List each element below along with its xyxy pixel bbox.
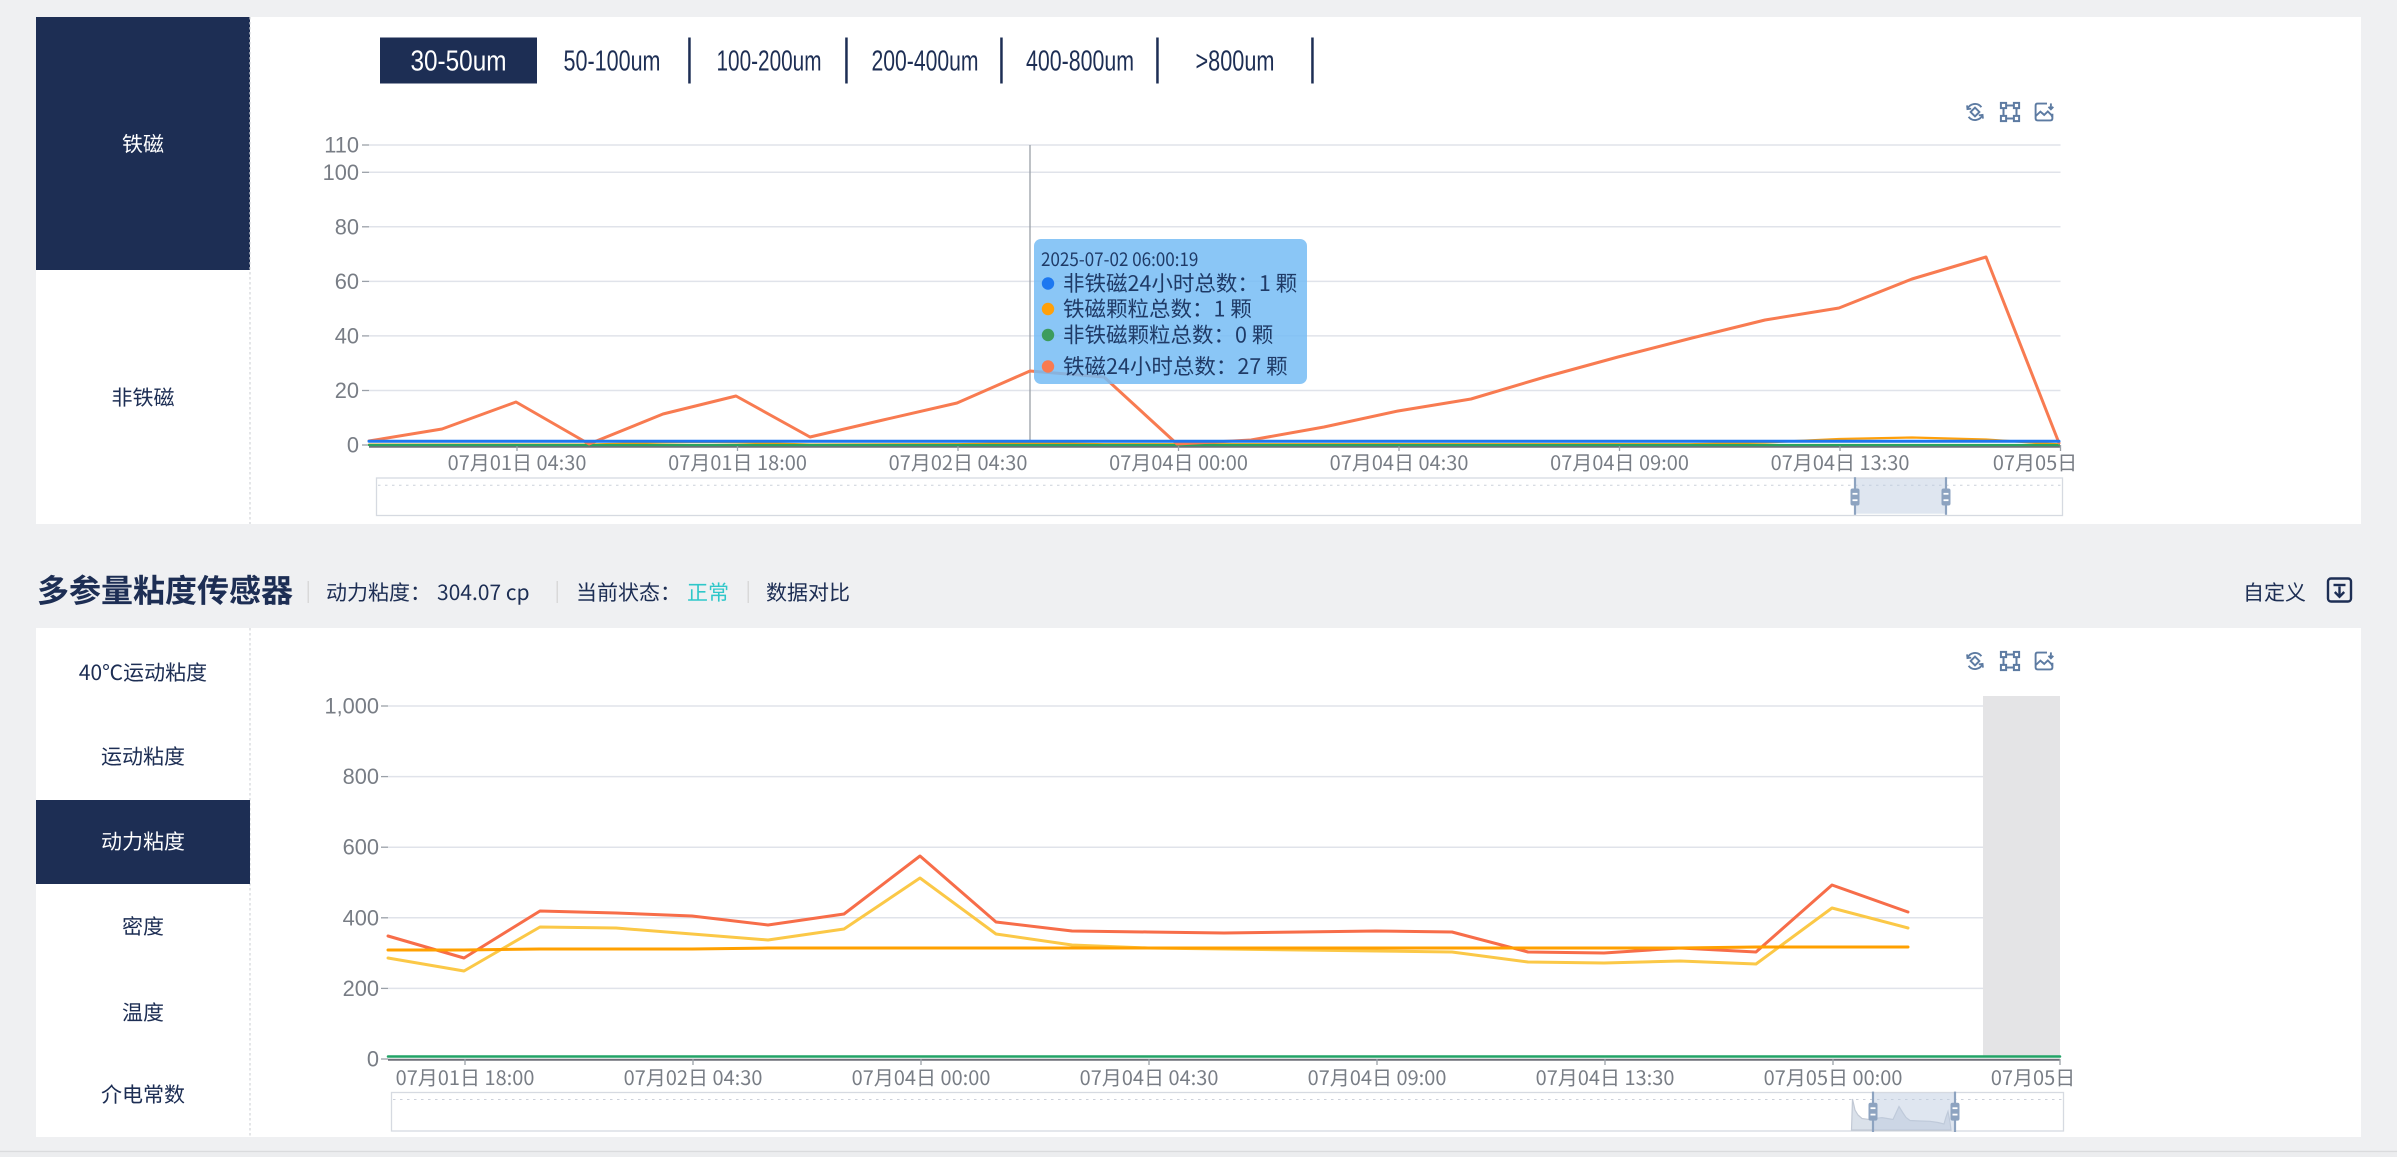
svg-text:>800um: >800um <box>1196 46 1275 78</box>
svg-text:200: 200 <box>343 976 379 1001</box>
svg-text:100: 100 <box>323 160 359 185</box>
svg-text:100-200um: 100-200um <box>717 46 822 78</box>
svg-text:800: 800 <box>343 764 379 789</box>
svg-text:0: 0 <box>347 433 359 458</box>
svg-text:20: 20 <box>335 378 359 403</box>
svg-text:40: 40 <box>335 323 359 348</box>
svg-text:80: 80 <box>335 214 359 239</box>
svg-text:50-100um: 50-100um <box>564 46 661 78</box>
svg-text:30-50um: 30-50um <box>411 46 507 78</box>
svg-text:600: 600 <box>343 835 379 860</box>
svg-text:0: 0 <box>367 1047 379 1072</box>
svg-text:60: 60 <box>335 269 359 294</box>
svg-text:110: 110 <box>324 133 359 158</box>
svg-text:400-800um: 400-800um <box>1026 46 1134 78</box>
svg-text:400: 400 <box>343 905 379 930</box>
svg-text:1,000: 1,000 <box>324 694 379 719</box>
svg-text:200-400um: 200-400um <box>872 46 979 78</box>
